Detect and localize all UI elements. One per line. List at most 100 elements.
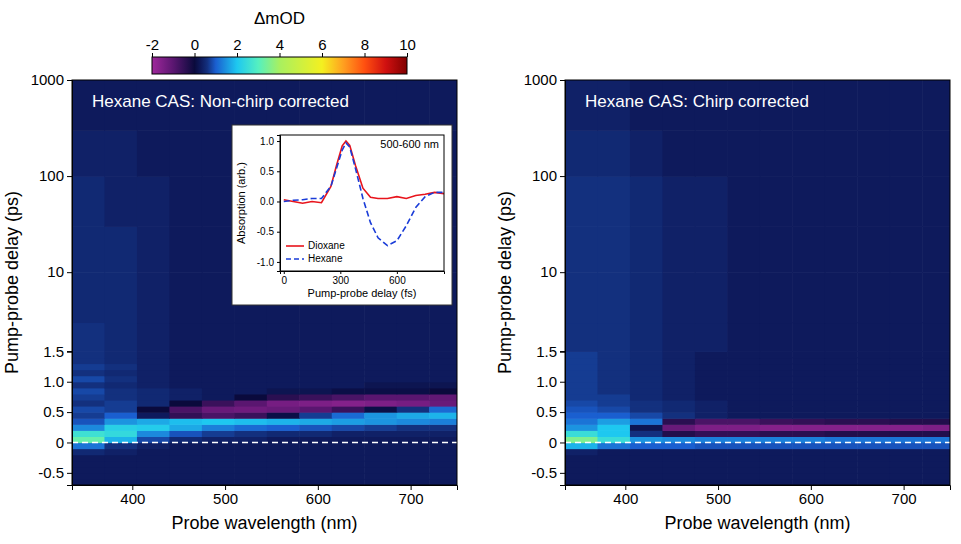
heatmap-cell xyxy=(922,400,950,407)
heatmap-cell xyxy=(104,322,137,352)
heatmap-cell xyxy=(857,449,890,456)
heatmap-cell xyxy=(760,351,793,358)
heatmap-cell xyxy=(397,322,430,352)
heatmap-cell xyxy=(137,406,170,413)
heatmap-cell xyxy=(565,370,598,377)
heatmap-cell xyxy=(760,388,793,395)
heatmap-cell xyxy=(332,461,365,468)
heatmap-cell xyxy=(825,357,858,364)
heatmap-cell xyxy=(825,388,858,395)
heatmap-cell xyxy=(364,376,397,383)
heatmap-cell xyxy=(792,370,825,377)
tick-label: 0.5 xyxy=(536,403,557,420)
heatmap-cell xyxy=(332,394,365,401)
tick-label: -0.5 xyxy=(38,464,64,481)
heatmap-cell xyxy=(104,364,137,371)
heatmap-cell xyxy=(72,449,105,456)
heatmap-cell xyxy=(825,424,858,431)
heatmap-cell xyxy=(72,473,105,480)
heatmap-cell xyxy=(202,226,235,272)
tick-mark xyxy=(560,382,565,383)
heatmap-cell xyxy=(267,370,300,377)
heatmap-cell xyxy=(429,406,457,413)
heatmap-cell xyxy=(662,370,695,377)
heatmap-cell xyxy=(104,430,137,437)
heatmap-cell xyxy=(565,357,598,364)
heatmap-cell xyxy=(234,479,267,485)
heatmap-cell xyxy=(695,461,728,468)
heatmap-cell xyxy=(234,449,267,456)
heatmap-cell xyxy=(890,455,923,462)
heatmap-cell xyxy=(857,370,890,377)
heatmap-cell xyxy=(397,430,430,437)
heatmap-cell xyxy=(72,406,105,413)
tick-mark xyxy=(284,271,285,274)
heatmap-cell xyxy=(299,424,332,431)
figure: 400500600700-0.500.51.01.5101001000Probe… xyxy=(0,0,961,544)
heatmap-cell xyxy=(202,479,235,485)
heatmap-cell xyxy=(630,455,663,462)
heatmap-cell xyxy=(597,351,630,358)
figure-svg: 400500600700-0.500.51.01.5101001000Probe… xyxy=(0,0,961,544)
heatmap-cell xyxy=(597,370,630,377)
heatmap-cell xyxy=(825,442,858,449)
heatmap-cell xyxy=(267,449,300,456)
tick-label: 0 xyxy=(281,275,287,286)
tick: 0 xyxy=(191,36,199,57)
heatmap-cell xyxy=(597,430,630,437)
heatmap-cell xyxy=(662,406,695,413)
heatmap-cell xyxy=(825,479,858,485)
heatmap-cell xyxy=(299,388,332,395)
heatmap-cell xyxy=(760,461,793,468)
heatmap-cell xyxy=(922,388,950,395)
heatmap-cell xyxy=(825,412,858,419)
heatmap-cell xyxy=(397,376,430,383)
heatmap-cell xyxy=(169,351,202,358)
heatmap-cell xyxy=(202,382,235,389)
heatmap-cell xyxy=(397,418,430,425)
heatmap-cell xyxy=(630,406,663,413)
heatmap-cell xyxy=(727,473,760,480)
heatmap-cell xyxy=(565,394,598,401)
heatmap-cell xyxy=(137,455,170,462)
tick: 10 xyxy=(47,263,72,280)
heatmap-cell xyxy=(857,406,890,413)
heatmap-cell xyxy=(72,442,105,449)
heatmap-cell xyxy=(169,382,202,389)
heatmap-cell xyxy=(397,424,430,431)
heatmap-cell xyxy=(137,400,170,407)
heatmap-cell xyxy=(364,412,397,419)
heatmap-cell xyxy=(169,272,202,323)
heatmap-cell xyxy=(695,467,728,474)
heatmap-cell xyxy=(267,473,300,480)
heatmap-cell xyxy=(890,176,923,227)
heatmap-cell xyxy=(429,442,457,449)
heatmap-cell xyxy=(267,467,300,474)
heatmap-cell xyxy=(234,382,267,389)
heatmap-cell xyxy=(267,412,300,419)
heatmap-cell xyxy=(792,382,825,389)
heatmap-cell xyxy=(792,461,825,468)
heatmap-cell xyxy=(792,351,825,358)
tick-label: 700 xyxy=(399,490,424,507)
heatmap-cell xyxy=(267,461,300,468)
heatmap-cell xyxy=(267,418,300,425)
heatmap-cell xyxy=(104,226,137,272)
heatmap-cell xyxy=(630,176,663,227)
heatmap-cell xyxy=(137,449,170,456)
axis: 0300600 xyxy=(281,271,445,286)
heatmap-cell xyxy=(760,424,793,431)
heatmap-cell xyxy=(565,364,598,371)
tick-label: 600 xyxy=(306,490,331,507)
heatmap-cell xyxy=(662,412,695,419)
heatmap-cell xyxy=(364,382,397,389)
heatmap-cell xyxy=(857,442,890,449)
heatmap-cell xyxy=(364,394,397,401)
heatmap-cell xyxy=(695,357,728,364)
heatmap-cell xyxy=(890,479,923,485)
heatmap-cell xyxy=(825,467,858,474)
heatmap-cell xyxy=(760,400,793,407)
heatmap-cell xyxy=(597,176,630,227)
heatmap-cell xyxy=(299,376,332,383)
heatmap-cell xyxy=(792,176,825,227)
